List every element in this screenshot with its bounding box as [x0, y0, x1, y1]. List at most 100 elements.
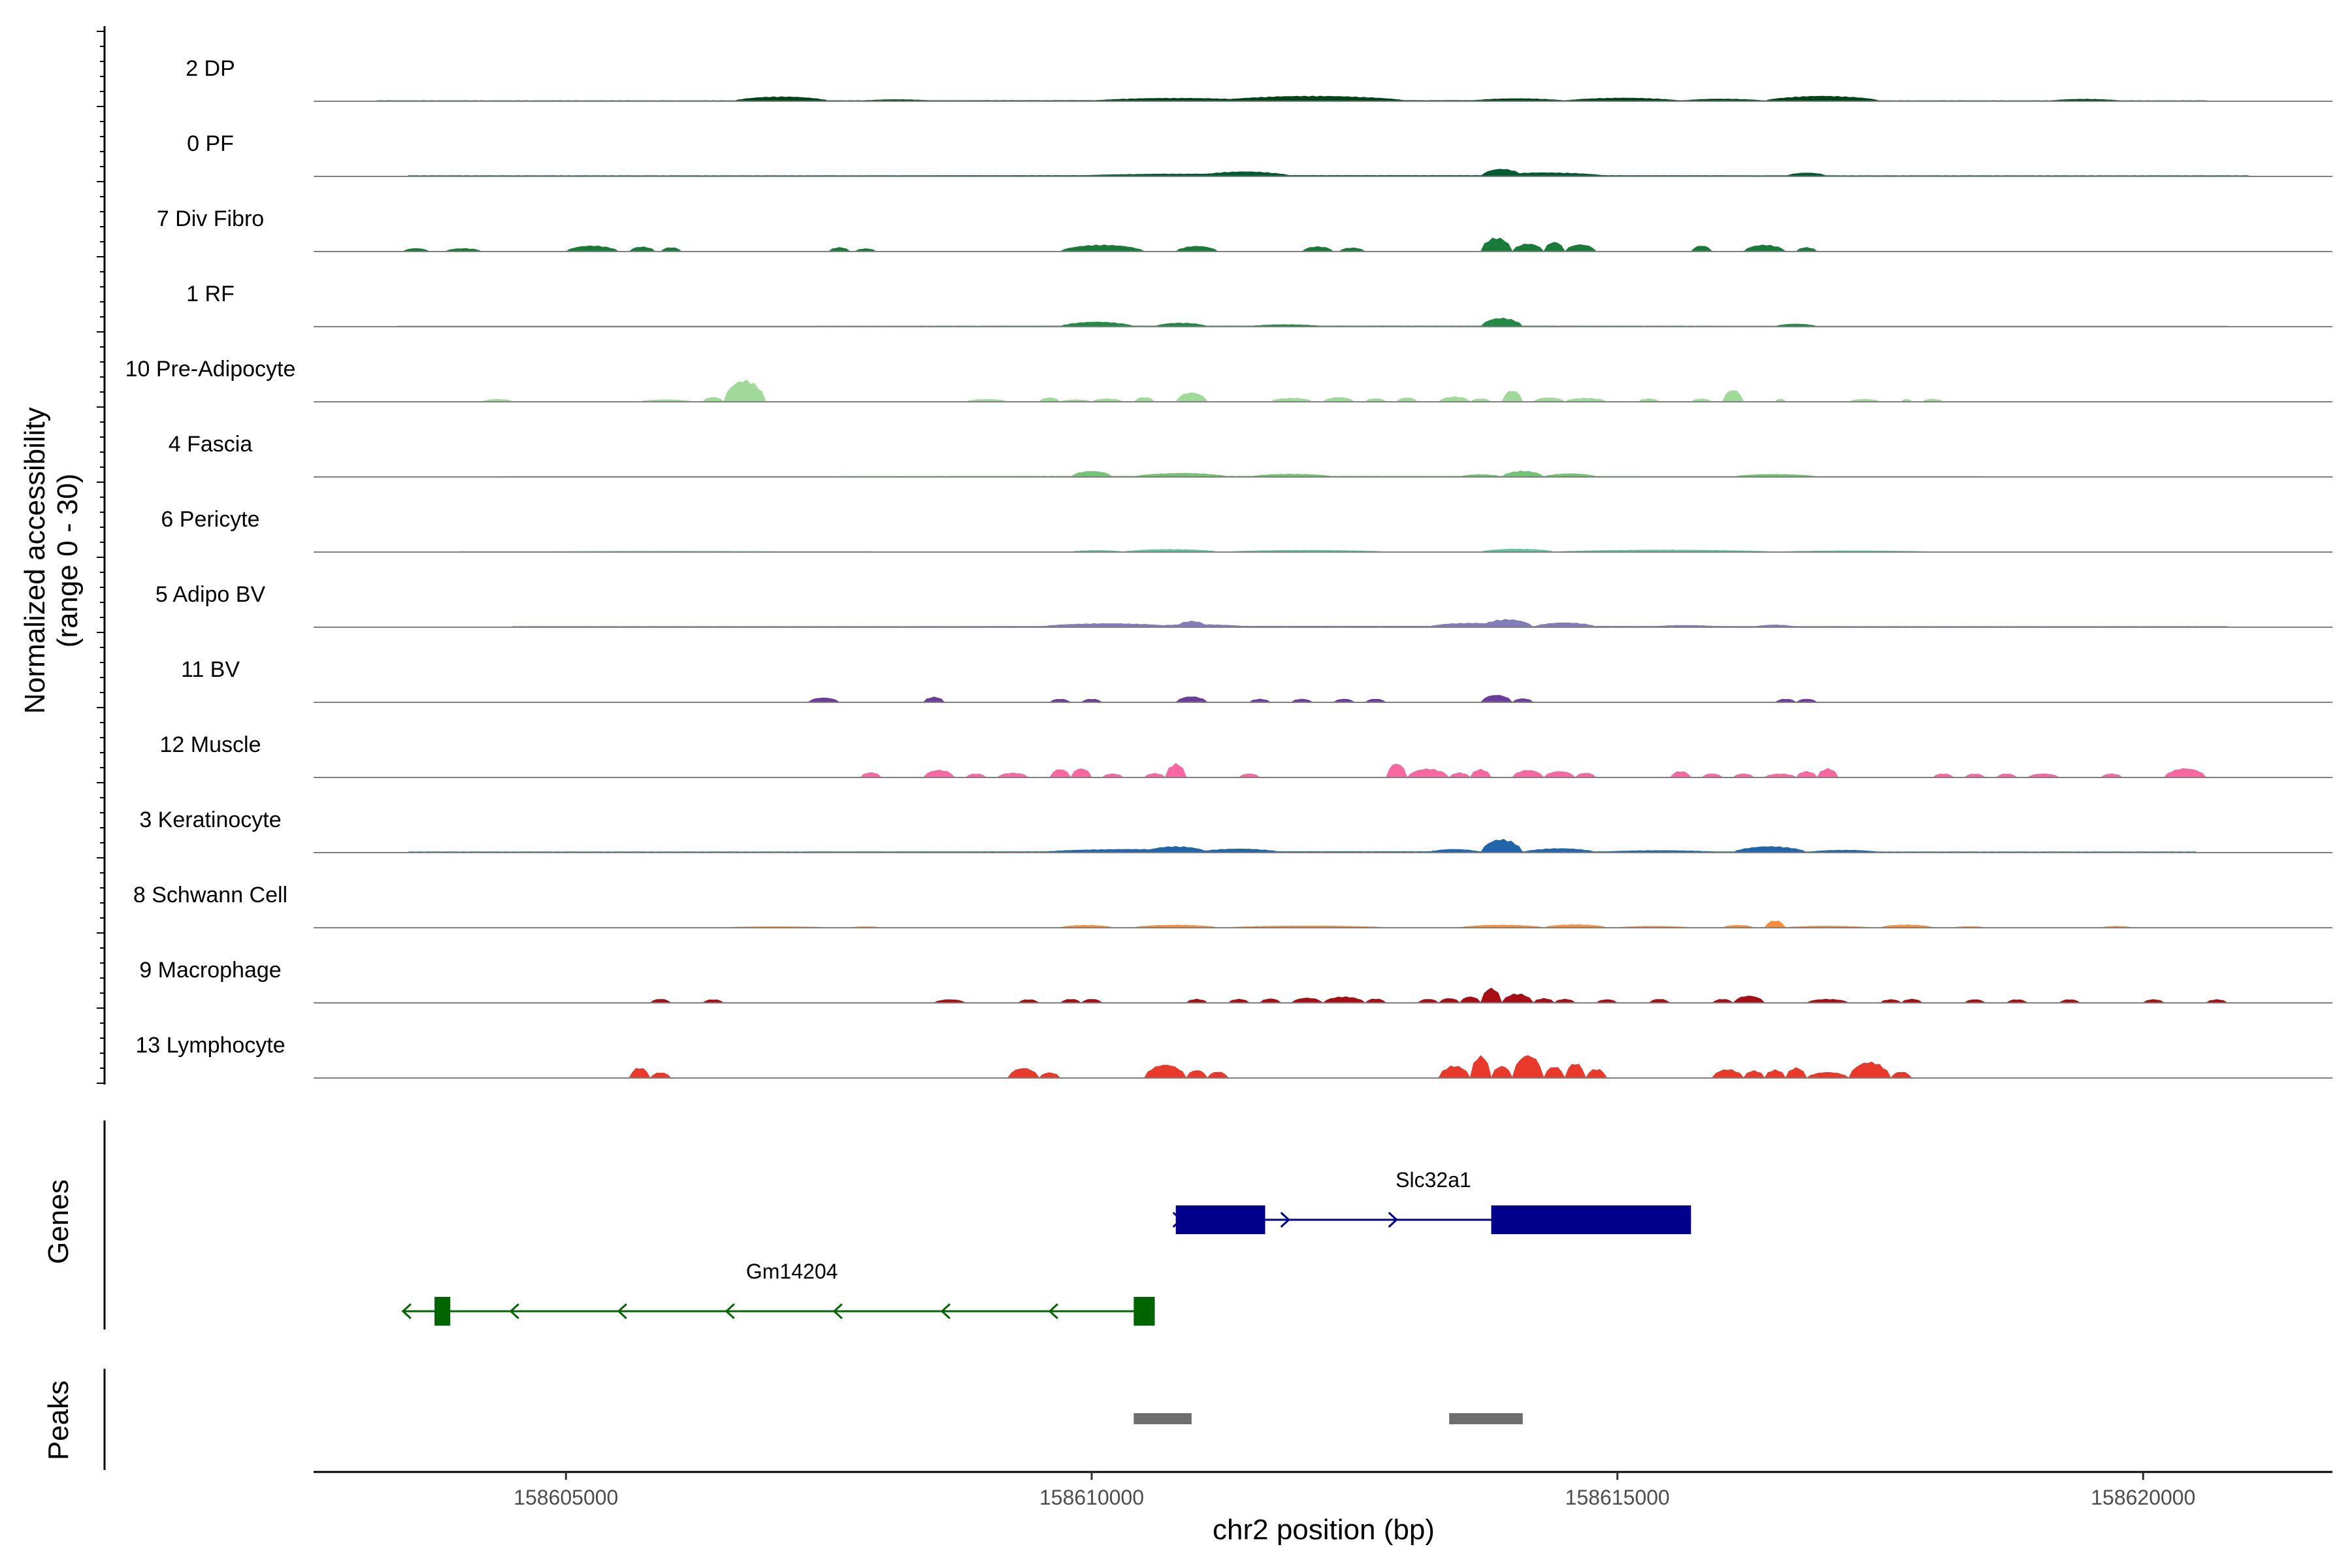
coverage-peak [1512, 1054, 1544, 1079]
coverage-peak [1322, 397, 1356, 402]
track-label: 6 Pericyte [161, 507, 259, 532]
track-label: 12 Muscle [160, 732, 261, 757]
coverage-peak [1764, 773, 1797, 778]
track-label: 9 Macrophage [139, 958, 281, 983]
gene-exon [1134, 1297, 1155, 1326]
coverage-peak [2027, 773, 2059, 778]
coverage-peak [628, 246, 657, 252]
coverage-tracks: 2 DP 0 PF 7 Div Fibro 1 RF 10 Pre-Adipocyte 4… [125, 56, 2332, 1079]
coverage-peak [1143, 1064, 1187, 1079]
gene-annotation-track: Slc32a1 Gm14204 [401, 1168, 1691, 1326]
coverage-peak [859, 772, 883, 778]
track-label: 2 DP [186, 56, 235, 81]
coverage-peak [1480, 172, 1607, 177]
coverage-peak [1806, 998, 1849, 1004]
coverage-peak [1406, 768, 1450, 778]
track-label: 5 Adipo BV [155, 582, 266, 607]
coverage-peak [1732, 995, 1766, 1004]
track-label: 8 Schwann Cell [133, 883, 287, 907]
coverage-peak [1196, 849, 1281, 853]
coverage-peak [1164, 762, 1187, 778]
coverage-peak [1469, 1055, 1492, 1079]
strand-arrow [940, 1303, 951, 1320]
strand-arrow [1280, 1211, 1290, 1228]
coverage-peak [1091, 398, 1124, 402]
coverage-peak [1543, 771, 1576, 778]
coverage-peak [1460, 924, 1544, 928]
gene-label: Slc32a1 [1396, 1168, 1471, 1192]
coverage-y-axis [97, 26, 106, 1085]
gene-model: Slc32a1 [1172, 1168, 1691, 1234]
coverage-peak [1711, 1069, 1744, 1079]
coverage-peak [1742, 1070, 1765, 1079]
coverage-peak [1290, 997, 1324, 1004]
coverage-peak [923, 770, 956, 778]
coverage-peak [1880, 924, 1933, 928]
coverage-peak [1564, 397, 1607, 402]
coverage-peak [923, 696, 945, 703]
coverage-track: 4 Fascia [169, 432, 2332, 478]
track-label: 1 RF [186, 282, 235, 306]
coverage-peak [1763, 1069, 1787, 1079]
coverage-peak [1522, 848, 1597, 853]
coverage-peak [628, 1068, 651, 1079]
coverage-peak [1322, 996, 1366, 1004]
coverage-peak [1134, 924, 1218, 928]
coverage-peak [1196, 171, 1292, 177]
track-label: 10 Pre-Adipocyte [125, 357, 296, 382]
peak-regions-track [1134, 1413, 1523, 1424]
coverage-peak [2163, 768, 2208, 778]
coverage-peak [1532, 998, 1556, 1004]
coverage-peak [1816, 768, 1839, 778]
coverage-peak [1480, 987, 1503, 1004]
coverage-peak [1480, 318, 1524, 327]
coverage-peak [1459, 996, 1482, 1004]
peak-region [1449, 1413, 1523, 1424]
coverage-peak [1480, 548, 1555, 553]
track-label: 4 Fascia [169, 432, 253, 457]
coverage-peak [1007, 1068, 1040, 1079]
coverage-peak [1480, 694, 1513, 703]
coverage-peak [806, 697, 841, 703]
coverage-track: 2 DP [186, 56, 2332, 102]
coverage-peak [1501, 470, 1545, 478]
coverage-peak [702, 397, 725, 402]
coverage-peak [934, 999, 966, 1004]
coverage-peak [649, 1072, 672, 1079]
strand-arrow [832, 1303, 843, 1320]
coverage-track: 10 Pre-Adipocyte [125, 357, 2332, 402]
coverage-peak [1060, 321, 1134, 327]
coverage-track: 11 BV [181, 657, 2332, 703]
strand-arrow [1048, 1303, 1058, 1320]
peak-region [1134, 1413, 1192, 1424]
coverage-peak [1049, 769, 1071, 778]
coverage-peak [1543, 1067, 1566, 1079]
coverage-peak [1585, 1069, 1608, 1079]
coverage-peak [1563, 244, 1597, 252]
strand-arrow [1388, 1211, 1398, 1228]
coverage-peak [1805, 1072, 1850, 1079]
strand-arrow [725, 1303, 735, 1320]
coverage-peak [1469, 768, 1492, 778]
coverage-peak [1175, 392, 1209, 402]
coverage-peak [1175, 696, 1209, 703]
coverage-track: 7 Div Fibro [157, 206, 2332, 252]
coverage-peak [1185, 1070, 1208, 1079]
coverage-peak [996, 772, 1030, 778]
coverage-peak [1785, 1067, 1808, 1079]
track-label: 0 PF [187, 131, 234, 156]
y-axis-range-label: (range 0 - 30) [52, 474, 84, 648]
coverage-peak [1533, 397, 1567, 402]
coverage-peak [1385, 764, 1408, 778]
gene-exon [1175, 1205, 1266, 1234]
gene-exon [434, 1297, 451, 1326]
coverage-track: 0 PF [187, 131, 2332, 177]
strand-arrow [509, 1303, 519, 1320]
coverage-peak [1175, 246, 1219, 252]
coverage-peak [1038, 1072, 1061, 1079]
coverage-peak [1039, 623, 1176, 628]
coverage-track: 8 Schwann Cell [133, 883, 2332, 928]
coverage-peak [1437, 396, 1471, 402]
coverage-peak [1270, 397, 1313, 402]
coverage-peak [1480, 838, 1524, 853]
